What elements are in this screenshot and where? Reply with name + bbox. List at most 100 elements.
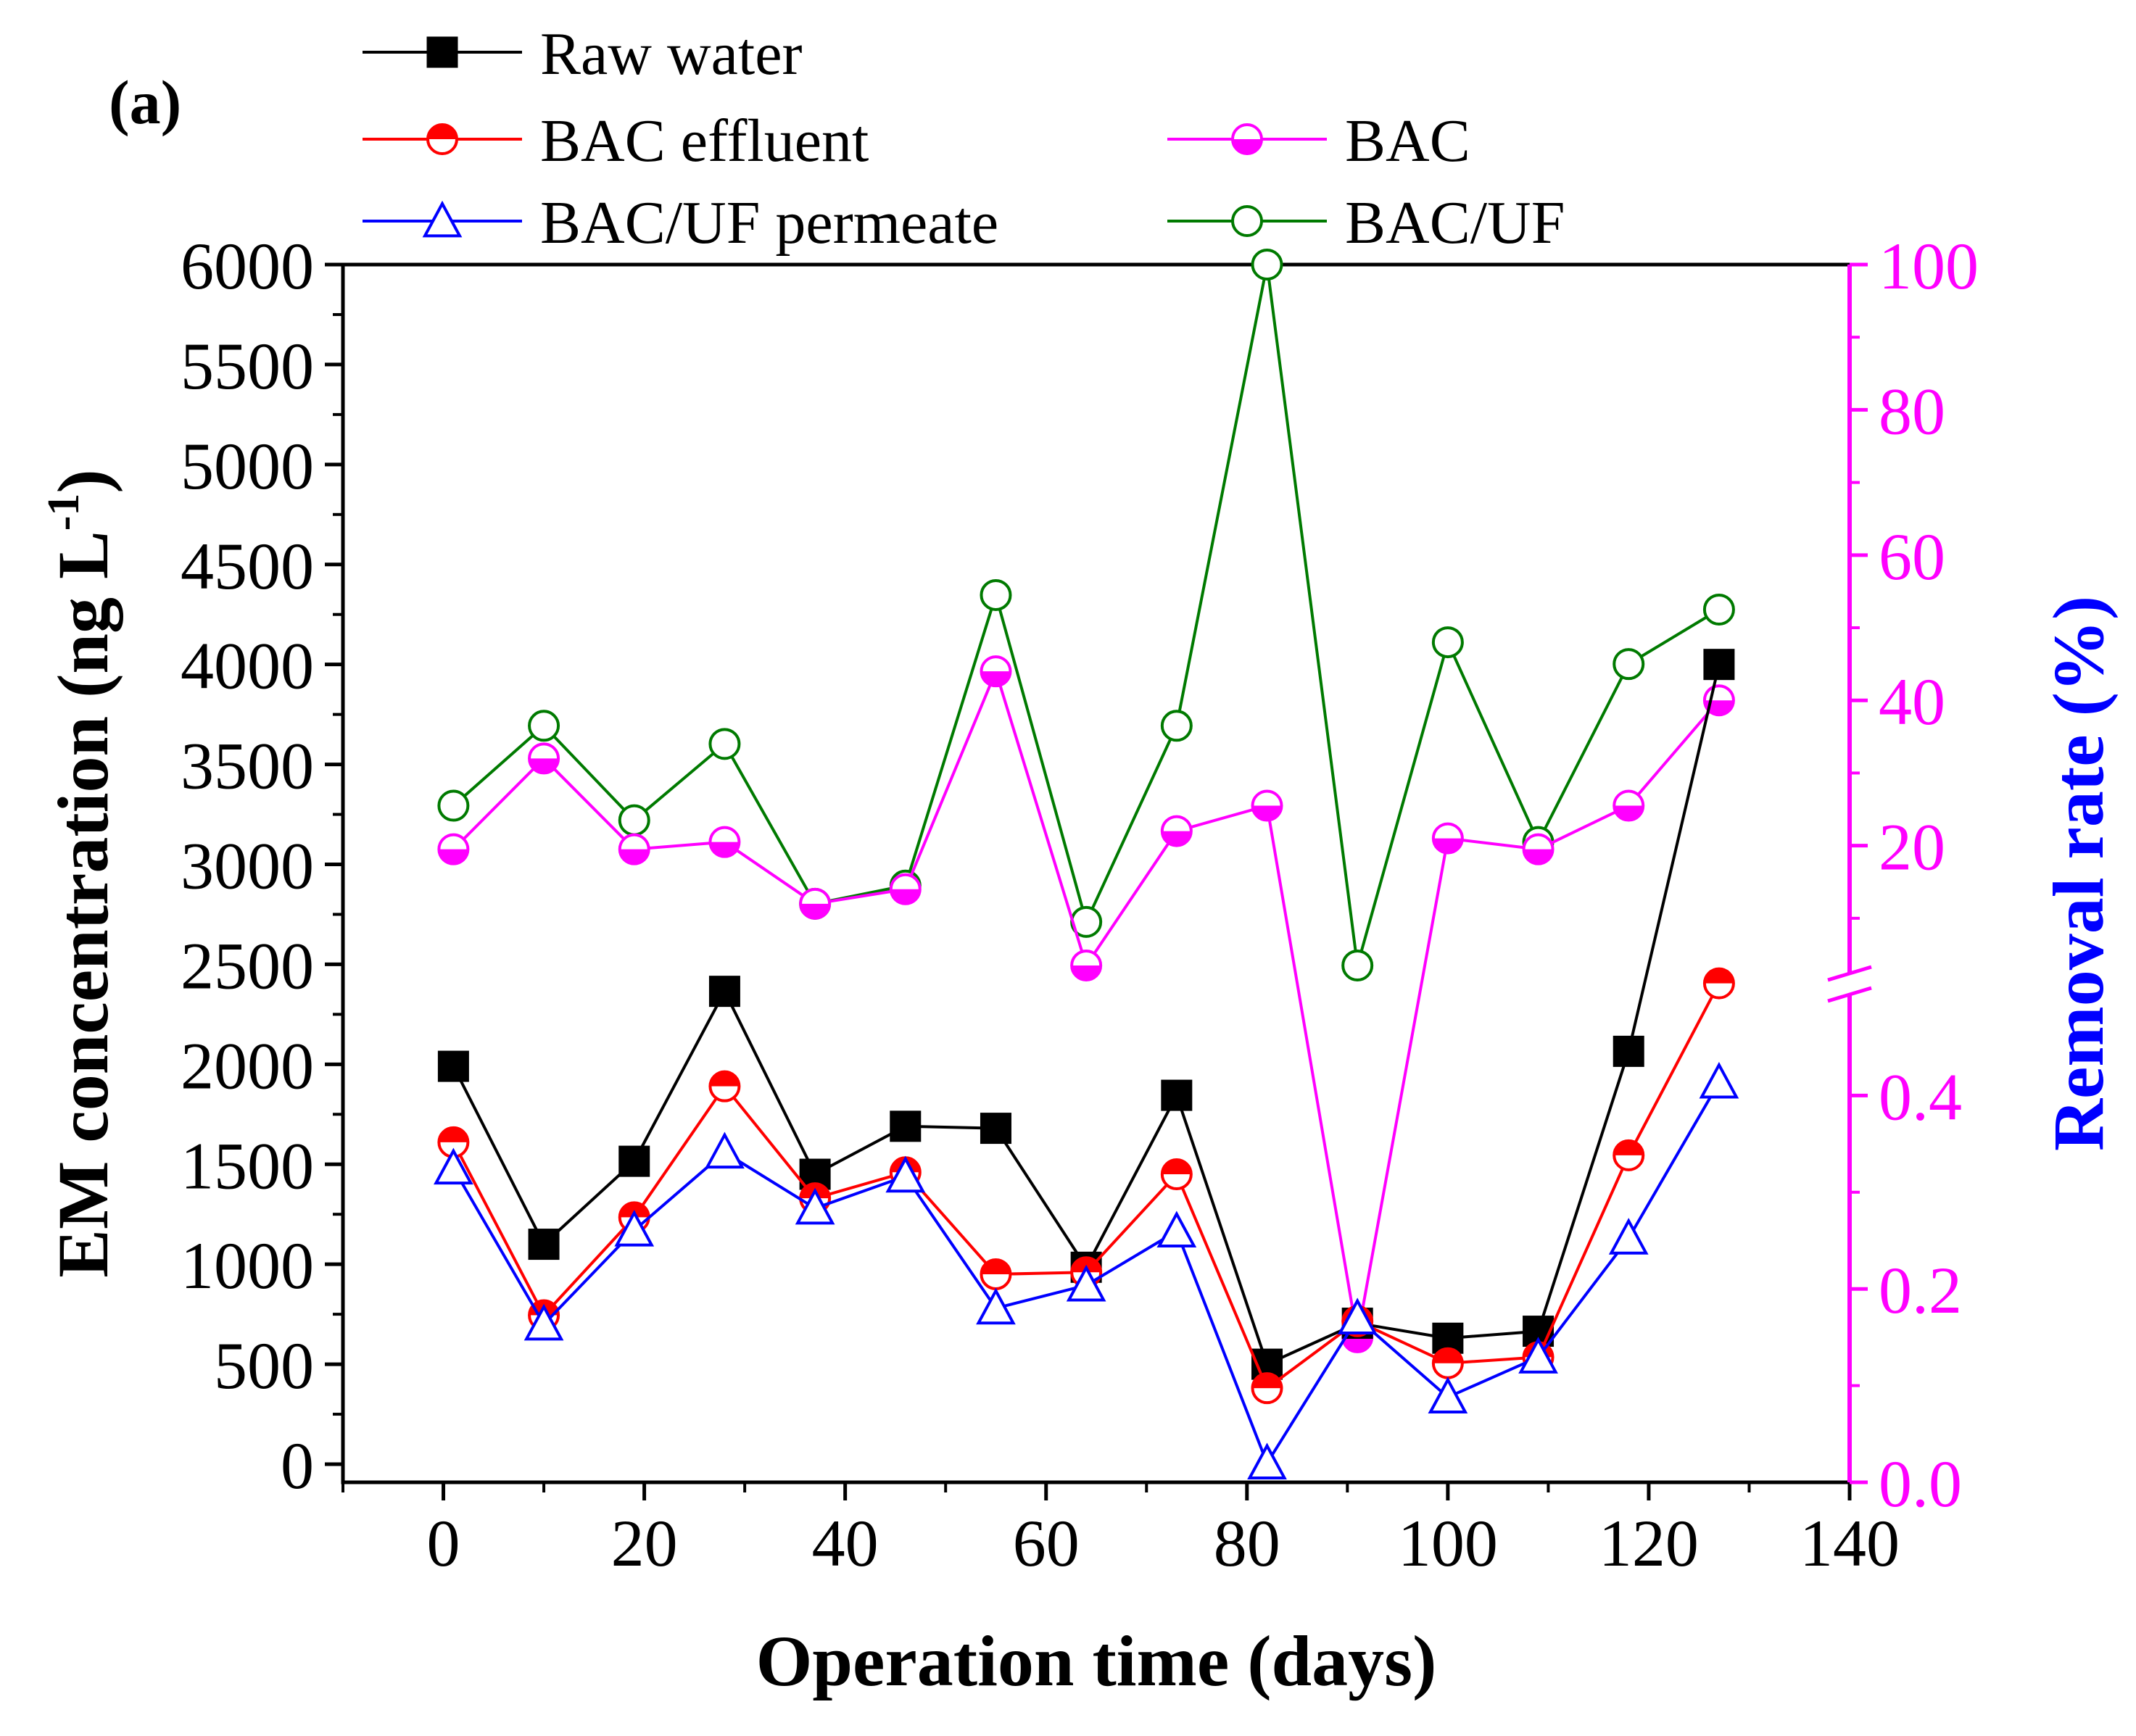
- left-axis: 0 500 1000 1500 2000 2500 3000 3500 4000 4500 5000…: [181, 229, 343, 1503]
- legend-label: BAC: [1345, 107, 1470, 175]
- legend-item-bac-uf-permeate: BAC/UF permeate: [363, 189, 998, 257]
- y-tick-label: 5500: [181, 329, 314, 403]
- point-bac-effluent-fill: [1252, 1374, 1282, 1389]
- point-bac-fill: [439, 849, 468, 864]
- point-raw-water: [1613, 1035, 1644, 1067]
- point-bac-uf-permeate: [1337, 1297, 1378, 1335]
- legend-swatch-marker: [1231, 123, 1263, 155]
- point-bac-effluent: [437, 1126, 470, 1158]
- point-bac-uf: [528, 710, 560, 742]
- series-layer: [434, 249, 1739, 1480]
- point-raw-water: [708, 976, 740, 1008]
- point-bac-effluent-fill: [981, 1259, 1011, 1274]
- x-tick-label: 60: [1013, 1506, 1080, 1580]
- point-bac: [528, 742, 560, 775]
- point-bac-effluent: [1702, 967, 1735, 1000]
- y2-tick-label: 20: [1879, 810, 1945, 884]
- point-bac-effluent: [1431, 1347, 1464, 1379]
- point-bac-uf: [1251, 249, 1283, 281]
- legend-swatch-marker: [426, 123, 458, 155]
- point-bac-uf: [1160, 710, 1193, 742]
- y-tick-label: 3500: [181, 729, 314, 803]
- y-axis-label: EM concentration (ng L-1): [39, 469, 123, 1277]
- x-axis: 0 20 40 60 80 100 120 140: [341, 1482, 1900, 1580]
- x-tick-label: 120: [1599, 1506, 1699, 1580]
- legend-label: Raw water: [540, 20, 803, 88]
- y2-tick-label: 0.0: [1879, 1447, 1962, 1521]
- point-bac: [437, 833, 470, 865]
- y-tick-label: 0: [281, 1429, 314, 1503]
- y2-tick-label: 100: [1879, 229, 1979, 303]
- point-bac-fill: [800, 903, 830, 918]
- point-bac-fill: [529, 758, 559, 773]
- point-bac-uf-permeate: [1518, 1337, 1558, 1374]
- x-tick-label: 20: [611, 1506, 678, 1580]
- legend-swatch-marker: [422, 200, 463, 238]
- point-bac-fill: [1704, 700, 1734, 715]
- point-bac-uf: [618, 804, 650, 836]
- x-tick-label: 0: [427, 1506, 460, 1580]
- y-tick-label: 1500: [181, 1129, 314, 1203]
- legend: Raw water BAC effluent BAC BAC/UF permeate B…: [363, 20, 1565, 257]
- y-tick-label: 2500: [181, 929, 314, 1002]
- point-bac: [1613, 789, 1645, 822]
- point-bac: [708, 826, 741, 858]
- x-tick-label: 40: [812, 1506, 879, 1580]
- legend-swatch-marker-fill: [428, 125, 457, 139]
- point-bac-effluent: [1613, 1139, 1645, 1171]
- point-bac-uf-permeate: [1428, 1376, 1468, 1413]
- legend-item-bac: BAC: [1167, 107, 1470, 175]
- y-axis-label-sup: -1: [39, 494, 88, 531]
- point-bac: [1160, 815, 1193, 847]
- point-bac-fill: [890, 889, 920, 904]
- legend-item-raw-water: Raw water: [363, 20, 803, 88]
- point-bac-effluent: [1160, 1158, 1193, 1191]
- point-raw-water: [1161, 1079, 1193, 1111]
- point-bac-effluent-fill: [1704, 968, 1734, 984]
- point-bac: [799, 887, 832, 920]
- point-bac-fill: [1523, 849, 1553, 864]
- point-bac-effluent-fill: [1614, 1140, 1644, 1155]
- point-bac-uf-permeate: [523, 1303, 564, 1341]
- legend-label: BAC effluent: [540, 107, 869, 175]
- point-bac-fill: [1614, 805, 1644, 821]
- y2-tick-label: 40: [1879, 665, 1945, 739]
- point-bac: [618, 833, 650, 865]
- point-bac-fill: [1433, 838, 1462, 853]
- point-bac-uf: [1702, 593, 1735, 626]
- series-bac-uf-permeate: [434, 1061, 1739, 1480]
- x-tick-label: 140: [1800, 1506, 1900, 1580]
- legend-item-bac-uf: BAC/UF: [1167, 189, 1565, 257]
- point-bac-uf: [1431, 626, 1464, 659]
- point-raw-water: [528, 1229, 560, 1261]
- y-tick-label: 4000: [181, 629, 314, 703]
- point-bac-fill: [710, 842, 740, 857]
- point-bac-effluent-fill: [1162, 1160, 1191, 1175]
- axis-break-mark: [1827, 965, 1872, 982]
- y2-tick-label: 0.4: [1879, 1060, 1962, 1134]
- y2-tick-label: 80: [1879, 374, 1945, 448]
- axis-break-mark: [1827, 986, 1872, 1003]
- point-bac-uf-permeate: [614, 1210, 655, 1247]
- y-axis-label-main: EM concentration (ng L: [43, 531, 123, 1277]
- point-bac-effluent: [708, 1070, 741, 1102]
- point-bac-uf-permeate: [705, 1131, 745, 1169]
- y2-tick-label: 0.2: [1879, 1253, 1962, 1327]
- axis-break-gap: [1844, 974, 1855, 994]
- y2-axis-label: Removal rate (%): [2038, 596, 2119, 1151]
- point-bac-uf: [1341, 949, 1374, 981]
- y2-tick-label: 60: [1879, 520, 1945, 594]
- x-axis-label: Operation time (days): [756, 1621, 1437, 1701]
- point-bac: [980, 655, 1012, 688]
- point-bac-fill: [981, 671, 1011, 686]
- point-bac: [1251, 789, 1283, 822]
- point-bac-uf-permeate: [1699, 1061, 1739, 1099]
- point-bac-uf-permeate: [1608, 1218, 1649, 1255]
- point-raw-water: [1703, 649, 1735, 681]
- y-axis-label-close: ): [43, 469, 123, 493]
- point-bac-effluent: [1251, 1372, 1283, 1405]
- y-tick-label: 1000: [181, 1229, 314, 1303]
- point-bac-uf-permeate: [1247, 1442, 1287, 1480]
